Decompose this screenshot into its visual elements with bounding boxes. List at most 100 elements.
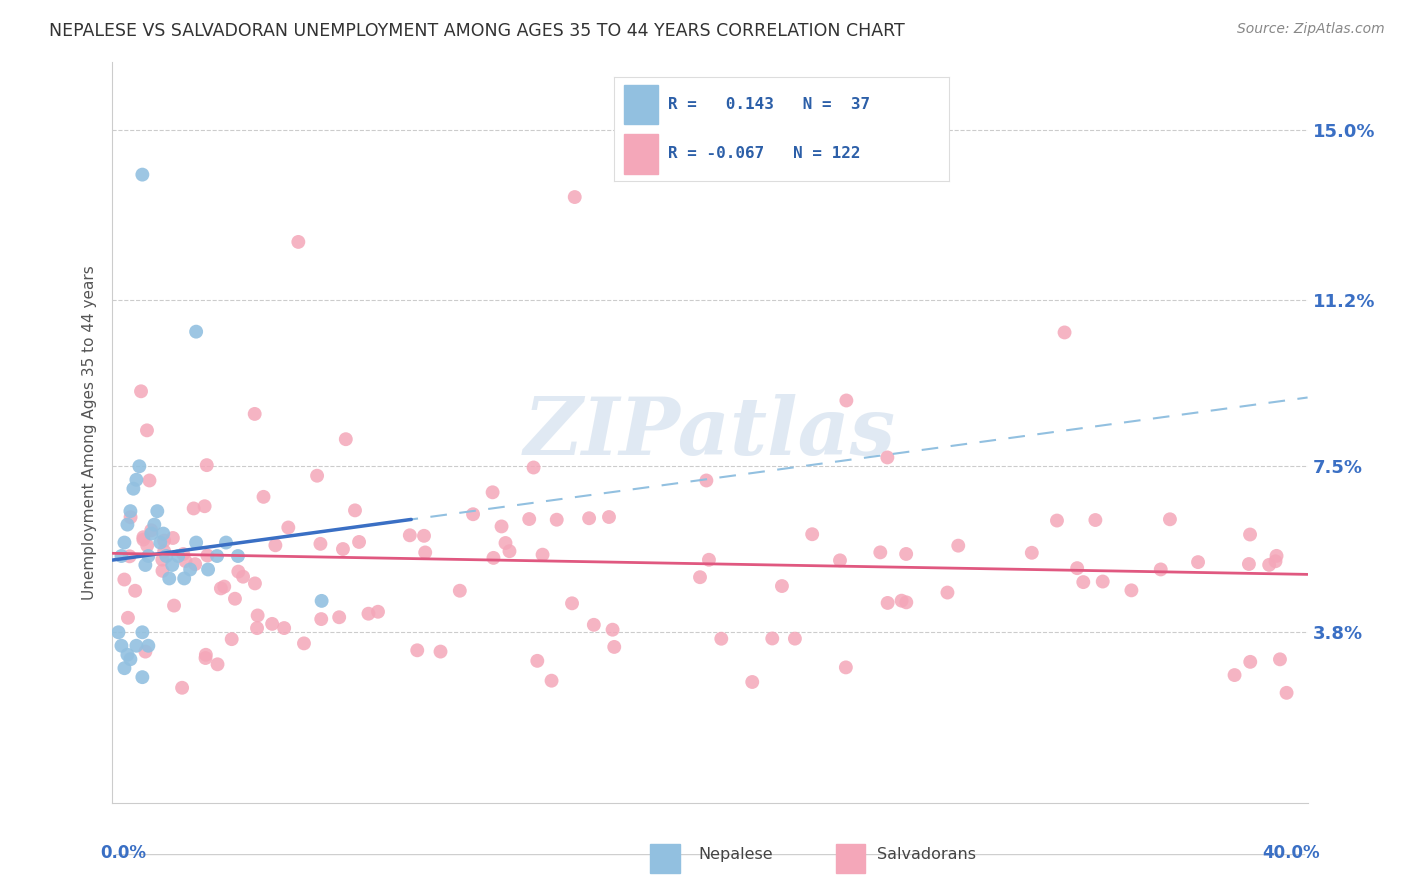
Point (243, 407, 266, 421)
Point (277, 520, 299, 534)
Point (1187, 555, 1209, 569)
Point (561, 596, 583, 610)
Point (114, 661, 135, 675)
Text: Source: ZipAtlas.com: Source: ZipAtlas.com (1237, 22, 1385, 37)
Point (167, 549, 190, 563)
Point (183, 501, 205, 516)
Point (697, 553, 720, 567)
Point (157, 571, 180, 585)
Point (134, 644, 156, 658)
Point (332, 542, 354, 557)
Point (307, 468, 329, 483)
Point (546, 513, 568, 527)
Point (1239, 527, 1261, 541)
Point (461, 507, 484, 521)
Point (540, 673, 562, 688)
Point (689, 570, 711, 584)
Point (138, 474, 160, 488)
Point (110, 639, 132, 653)
Point (112, 573, 135, 587)
Point (143, 517, 166, 532)
Point (172, 547, 194, 561)
Point (1258, 558, 1281, 572)
Point (173, 571, 195, 585)
Point (246, 621, 269, 635)
Text: NEPALESE VS SALVADORAN UNEMPLOYMENT AMONG AGES 35 TO 44 YEARS CORRELATION CHART: NEPALESE VS SALVADORAN UNEMPLOYMENT AMON… (49, 22, 905, 40)
Point (107, 625, 129, 640)
Point (1223, 668, 1246, 682)
Point (117, 648, 139, 662)
Point (197, 562, 219, 576)
Point (146, 504, 169, 518)
Point (413, 529, 436, 543)
Text: Nepalese: Nepalese (699, 847, 773, 863)
Point (770, 579, 793, 593)
Bar (835, 844, 866, 873)
Point (264, 538, 287, 552)
Point (783, 632, 806, 646)
Point (128, 459, 150, 474)
Point (869, 545, 891, 559)
Point (495, 536, 517, 550)
Point (710, 632, 733, 646)
Point (246, 608, 269, 623)
Point (155, 549, 177, 563)
Point (172, 681, 194, 695)
Point (801, 527, 824, 541)
Point (695, 474, 717, 488)
Point (598, 510, 620, 524)
Point (578, 511, 600, 525)
Point (287, 235, 309, 249)
Point (522, 460, 544, 475)
Point (367, 605, 389, 619)
Point (357, 607, 380, 621)
Point (876, 596, 898, 610)
Point (132, 533, 155, 547)
Point (262, 616, 284, 631)
Point (1071, 575, 1094, 590)
Point (603, 640, 626, 654)
Point (132, 530, 155, 544)
Point (835, 660, 858, 674)
Point (136, 423, 159, 437)
Point (120, 510, 142, 524)
Point (152, 564, 174, 578)
Point (582, 617, 605, 632)
Point (138, 549, 160, 563)
Point (1084, 513, 1107, 527)
Point (153, 533, 176, 548)
Point (896, 595, 918, 609)
Point (194, 500, 217, 514)
Point (136, 539, 159, 553)
Point (207, 657, 229, 672)
Text: ZIPatlas: ZIPatlas (524, 394, 896, 471)
Point (449, 583, 471, 598)
Point (243, 576, 266, 591)
Point (1159, 512, 1181, 526)
Point (936, 585, 959, 599)
Point (481, 485, 503, 500)
Point (564, 190, 586, 204)
Point (162, 531, 184, 545)
Point (602, 623, 624, 637)
Point (162, 558, 183, 572)
Point (491, 519, 513, 533)
Point (890, 593, 912, 607)
Point (1021, 546, 1043, 560)
Point (174, 554, 197, 568)
Point (835, 393, 858, 408)
Point (1264, 554, 1286, 568)
Point (179, 562, 201, 576)
Point (1239, 655, 1261, 669)
Point (406, 643, 429, 657)
Point (498, 544, 520, 558)
Point (517, 512, 540, 526)
Point (1268, 652, 1291, 666)
Point (252, 490, 274, 504)
Point (894, 547, 917, 561)
Point (232, 570, 254, 584)
Text: 40.0%: 40.0% (1263, 844, 1320, 862)
Point (194, 648, 217, 662)
Point (309, 612, 332, 626)
Point (149, 535, 172, 549)
